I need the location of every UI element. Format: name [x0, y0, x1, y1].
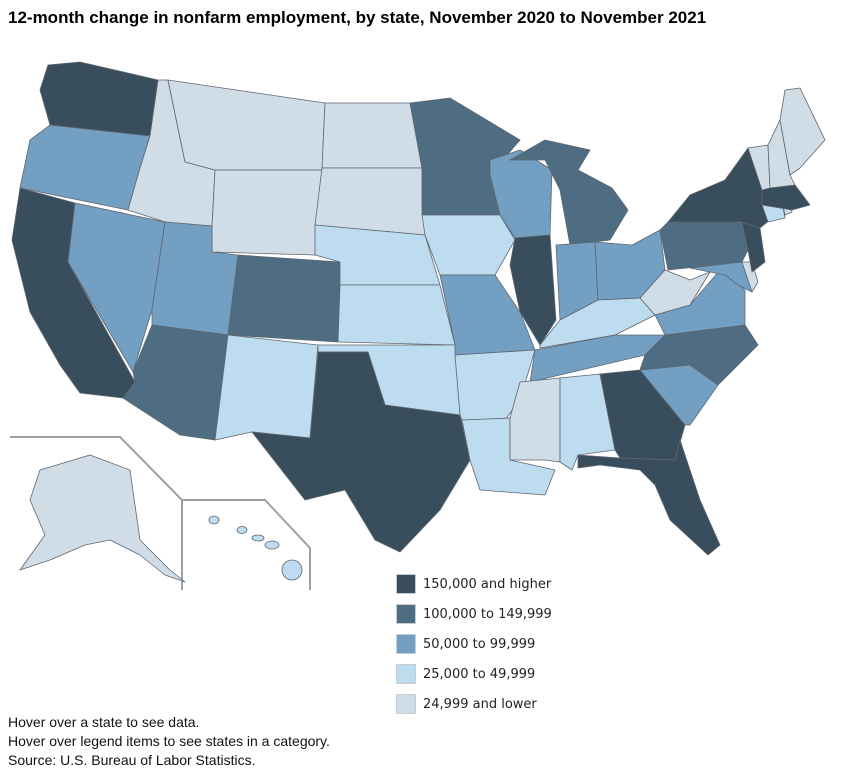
legend-item-25000-to-49999[interactable]: 25,000 to 49,999 [396, 659, 552, 689]
hawaii-inset-border [182, 499, 311, 590]
state-maine[interactable] [779, 87, 826, 176]
hover-state-note: Hover over a state to see data. [8, 714, 200, 730]
state-colorado[interactable] [227, 254, 341, 343]
legend-swatch [396, 664, 416, 684]
state-hawaii-oahu[interactable] [236, 526, 248, 534]
legend-swatch [396, 694, 416, 714]
state-hawaii-group [208, 515, 303, 581]
state-south-dakota[interactable] [314, 167, 426, 236]
legend-item-100000-to-149999[interactable]: 100,000 to 149,999 [396, 599, 552, 629]
map-notes: Hover over a state to see data. Hover ov… [8, 713, 330, 770]
legend-swatch [396, 634, 416, 654]
state-nevada[interactable] [67, 202, 166, 373]
legend-item-50000-to-99999[interactable]: 50,000 to 99,999 [396, 629, 552, 659]
state-wyoming[interactable] [211, 169, 323, 256]
state-mississippi[interactable] [509, 377, 561, 463]
legend-label: 150,000 and higher [423, 576, 552, 592]
state-new-mexico[interactable] [214, 334, 319, 441]
state-iowa[interactable] [421, 214, 516, 276]
legend-label: 25,000 to 49,999 [423, 666, 536, 682]
state-hawaii-island[interactable] [281, 559, 303, 581]
state-hawaii-molokai[interactable] [251, 534, 265, 542]
state-montana[interactable] [167, 79, 326, 171]
hover-legend-note: Hover over legend items to see states in… [8, 733, 330, 749]
legend-label: 24,999 and lower [423, 696, 537, 712]
map-legend: 150,000 and higher 100,000 to 149,999 50… [396, 569, 552, 719]
legend-item-24999-and-lower[interactable]: 24,999 and lower [396, 689, 552, 719]
state-new-hampshire[interactable] [767, 119, 796, 189]
legend-label: 100,000 to 149,999 [423, 606, 552, 622]
alaska-inset-border [10, 436, 183, 590]
state-alaska[interactable] [19, 454, 186, 583]
state-florida[interactable] [577, 439, 721, 556]
source-note: Source: U.S. Bureau of Labor Statistics. [8, 752, 256, 768]
map-title: 12-month change in nonfarm employment, b… [8, 8, 707, 27]
legend-swatch [396, 574, 416, 594]
state-washington[interactable] [39, 61, 159, 137]
legend-item-150000-and-higher[interactable]: 150,000 and higher [396, 569, 552, 599]
state-kansas[interactable] [337, 284, 456, 346]
state-massachusetts[interactable] [761, 184, 811, 211]
state-texas[interactable] [251, 351, 471, 553]
legend-swatch [396, 604, 416, 624]
legend-label: 50,000 to 99,999 [423, 636, 536, 652]
state-hawaii-kauai[interactable] [208, 515, 220, 525]
state-north-dakota[interactable] [321, 102, 423, 169]
state-michigan[interactable] [509, 139, 629, 246]
state-hawaii-maui[interactable] [264, 540, 280, 550]
